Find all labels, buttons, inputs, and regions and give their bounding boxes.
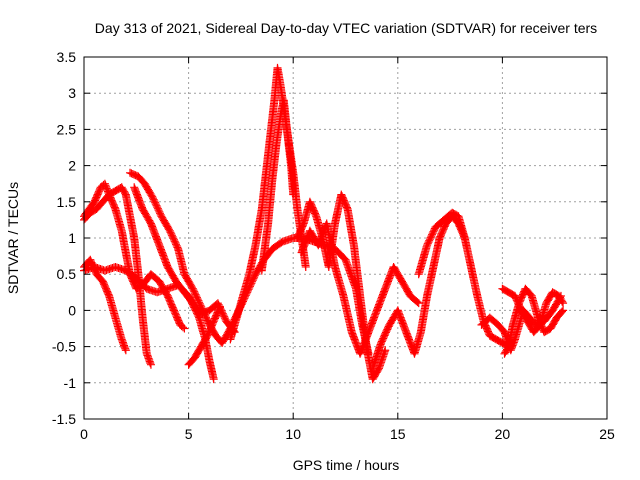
data-point [559, 306, 568, 315]
series-track-9 [257, 96, 298, 275]
data-point [413, 298, 422, 307]
x-tick-label: 20 [495, 426, 511, 442]
grid-layer [84, 57, 607, 419]
y-tick-label: -1.5 [52, 411, 76, 427]
data-point [180, 324, 189, 333]
data-point [121, 344, 130, 353]
y-tick-label: -0.5 [52, 339, 76, 355]
chart-title: Day 313 of 2021, Sidereal Day-to-day VTE… [95, 20, 597, 36]
x-tick-label: 15 [390, 426, 406, 442]
x-tick-label: 25 [599, 426, 615, 442]
y-tick-label: 3 [68, 85, 76, 101]
series-track-2 [80, 179, 189, 333]
data-layer [80, 63, 568, 384]
data-point [559, 299, 568, 308]
x-tick-label: 5 [185, 426, 193, 442]
y-tick-label: 1 [68, 230, 76, 246]
x-tick-label: 10 [285, 426, 301, 442]
series-track-7 [184, 302, 224, 369]
y-axis-label: SDTVAR / TECUs [5, 182, 21, 294]
y-tick-label: 0.5 [57, 266, 77, 282]
y-tick-label: 2.5 [57, 121, 77, 137]
data-point [209, 375, 218, 384]
y-tick-label: 0 [68, 302, 76, 318]
x-tick-label: 0 [80, 426, 88, 442]
data-point [558, 297, 567, 306]
y-tick-label: 1.5 [57, 194, 77, 210]
data-point [289, 190, 298, 199]
y-tick-label: -1 [64, 375, 77, 391]
data-point [301, 262, 310, 271]
data-point [414, 299, 423, 308]
y-tick-label: 3.5 [57, 49, 77, 65]
ticks-layer: 0 5 10 15 20 25 -1.5 -1 -0.5 0 0.5 1 1.5 2 2.5 3 3.5 [52, 49, 615, 442]
data-point [179, 323, 187, 332]
x-axis-label: GPS time / hours [293, 457, 400, 473]
data-point [558, 307, 566, 316]
y-tick-label: 2 [68, 158, 76, 174]
data-point [215, 302, 224, 311]
data-point [146, 359, 155, 368]
series-track-6 [80, 263, 218, 384]
data-point [121, 346, 130, 355]
data-point [146, 360, 155, 369]
series-track-11 [297, 219, 423, 358]
series-track-16 [500, 284, 568, 358]
